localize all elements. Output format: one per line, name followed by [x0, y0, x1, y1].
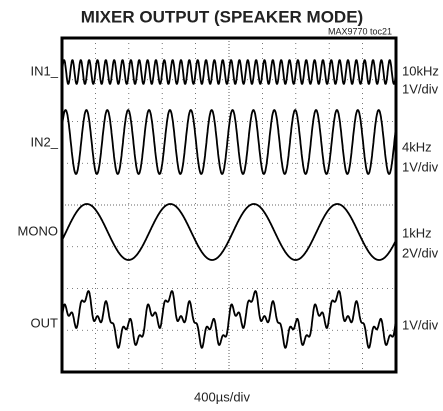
trace [61, 290, 397, 349]
channel-scale: 10kHz [402, 63, 439, 78]
trace [61, 109, 397, 175]
channel-scale: 2V/div [402, 245, 439, 260]
channel-scale: 1V/div [402, 159, 439, 174]
channel-scale: 1V/div [402, 317, 439, 332]
x-label: 400µs/div [194, 389, 250, 404]
channel-scale: 1kHz [402, 225, 432, 240]
screen-border [60, 36, 398, 374]
trace [61, 59, 397, 85]
channel-scale: 4kHz [402, 139, 432, 154]
channel-scale: 1V/div [402, 81, 439, 96]
channel-label: IN2_ [31, 134, 59, 149]
trace [61, 203, 397, 261]
channel-label: MONO [18, 223, 58, 238]
note: MAX9770 toc21 [328, 26, 392, 36]
title: MIXER OUTPUT (SPEAKER MODE) [81, 7, 363, 26]
channel-label: IN1_ [31, 63, 59, 78]
channel-label: OUT [31, 315, 59, 330]
screen [61, 38, 397, 372]
